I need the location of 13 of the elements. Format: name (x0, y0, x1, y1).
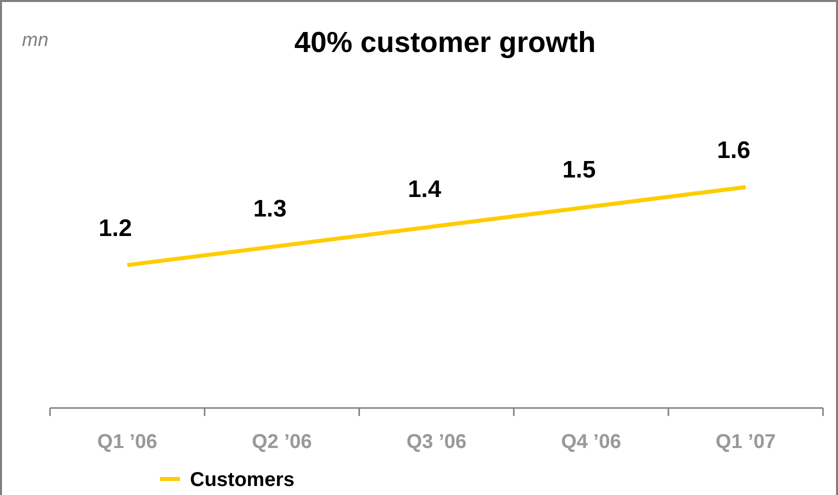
x-tick-label: Q1 ’06 (97, 431, 158, 453)
data-label: 1.4 (408, 176, 442, 204)
x-tick-label: Q4 ’06 (561, 431, 622, 453)
data-label: 1.2 (98, 215, 132, 242)
x-tick-label: Q1 ’07 (716, 431, 776, 453)
x-tick-label: Q2 ’06 (252, 431, 312, 453)
data-label: 1.3 (253, 196, 287, 223)
data-label: 1.6 (717, 137, 750, 164)
chart-title: 40% customer growth (294, 27, 596, 59)
data-label: 1.5 (562, 156, 596, 184)
x-tick-label: Q3 ’06 (406, 431, 467, 453)
legend-label: Customers (190, 469, 294, 491)
text: mn (22, 30, 48, 51)
